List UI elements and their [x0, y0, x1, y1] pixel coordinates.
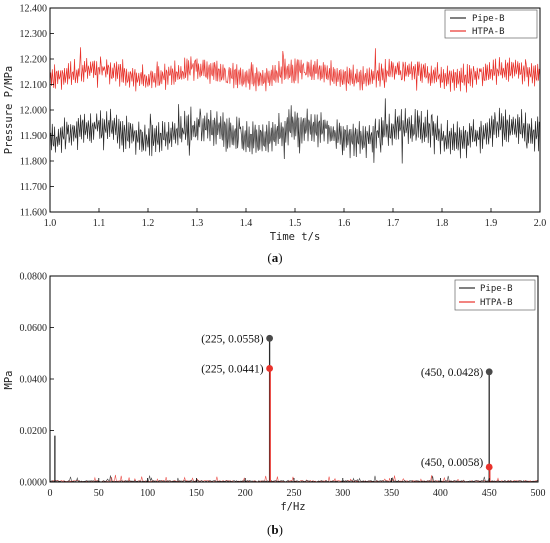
x-tick-label: 50: [94, 488, 104, 499]
y-tick-label: 12.400: [20, 4, 48, 15]
peak-annotation: (450, 0.0428): [421, 367, 483, 379]
y-tick-label: 12.200: [20, 55, 48, 66]
peak-marker: [485, 463, 493, 471]
panel-a-legend: Pipe-B HTPA-B: [444, 9, 538, 39]
y-tick-label: 0.0200: [20, 426, 48, 437]
y-tick-label: 12.100: [20, 80, 48, 91]
panel-a-x-ticks: 1.0 1.1 1.2 1.3 1.4 1.5 1.6 1.7 1.8 1.9 2.0: [44, 208, 547, 229]
panel-a-caption: (a): [267, 250, 282, 265]
x-tick-label: 450: [482, 488, 497, 499]
x-tick-label: 1.6: [338, 218, 351, 229]
panel-b-ylabel: MPa: [3, 371, 15, 390]
x-tick-label: 500: [531, 488, 546, 499]
x-tick-label: 1.8: [436, 218, 449, 229]
panel-a-frame: [49, 7, 541, 213]
x-tick-label: 350: [384, 488, 399, 499]
x-tick-label: 200: [238, 488, 253, 499]
y-tick-label: 0.0000: [20, 478, 48, 489]
legend-label-pipe-b-b: Pipe-B: [480, 284, 513, 294]
peak-marker: [266, 334, 273, 342]
x-tick-label: 0: [48, 488, 53, 499]
panel-a-xlabel: Time t/s: [270, 231, 321, 243]
x-tick-label: 1.0: [44, 218, 57, 229]
x-tick-label: 300: [335, 488, 350, 499]
legend-label-htpa-b: HTPA-B: [472, 27, 505, 37]
x-tick-label: 100: [140, 488, 155, 499]
panel-b-caption: (b): [267, 522, 283, 537]
panel-b-y-ticks: 0.0000 0.0200 0.0400 0.0600 0.0800: [20, 272, 54, 489]
peak-marker: [266, 365, 273, 372]
peak-marker: [485, 368, 493, 376]
peak-annotation: (450, 0.0058): [421, 457, 483, 469]
y-tick-label: 11.900: [20, 131, 47, 142]
x-tick-label: 250: [287, 488, 302, 499]
y-tick-label: 11.600: [20, 208, 47, 219]
x-tick-label: 1.7: [387, 218, 400, 229]
series-line-pipe-b: [49, 98, 541, 164]
x-tick-label: 1.2: [142, 218, 155, 229]
panel-b-annotations: (225, 0.0558) (225, 0.0441) (450, 0.0428) (…: [201, 333, 483, 469]
panel-b-xlabel: f/Hz: [280, 501, 305, 513]
panel-b-stems: [54, 334, 493, 482]
x-tick-label: 1.9: [485, 218, 498, 229]
peak-annotation: (225, 0.0441): [201, 363, 263, 375]
peak-annotation: (225, 0.0558): [201, 333, 263, 345]
x-tick-label: 1.5: [289, 218, 302, 229]
panel-a: 1.0 1.1 1.2 1.3 1.4 1.5 1.6 1.7 1.8 1.9 2.0 11.600…: [3, 4, 546, 266]
panel-a-black-series: [49, 98, 541, 164]
y-tick-label: 11.700: [20, 182, 47, 193]
y-tick-label: 0.0600: [20, 323, 48, 334]
y-tick-label: 12.300: [20, 29, 48, 40]
panel-a-y-ticks: 11.600 11.700 11.800 11.900 12.000 12.100 12.2…: [20, 4, 54, 219]
y-tick-label: 11.800: [20, 157, 47, 168]
x-tick-label: 1.4: [240, 218, 253, 229]
x-tick-label: 150: [189, 488, 204, 499]
panel-a-ylabel: Pressure P/MPa: [3, 66, 15, 155]
legend-label-htpa-b-b: HTPA-B: [480, 298, 513, 308]
y-tick-label: 0.0400: [20, 375, 48, 386]
y-tick-label: 0.0800: [20, 272, 48, 283]
panel-a-red-series: [49, 47, 541, 93]
series-line-htpa-b: [49, 47, 541, 93]
panel-b-legend-box: [454, 279, 536, 311]
panel-b: 0 50 100 150 200 250 300 350 400 450 500 0.00000.0…: [3, 272, 546, 538]
x-tick-label: 1.1: [93, 218, 106, 229]
panel-b-legend: Pipe-B HTPA-B: [454, 279, 536, 311]
y-tick-label: 12.000: [20, 106, 48, 117]
legend-label-pipe-b: Pipe-B: [472, 14, 505, 24]
x-tick-label: 400: [433, 488, 448, 499]
x-tick-label: 1.3: [191, 218, 204, 229]
panel-a-legend-box: [444, 9, 538, 39]
panel-b-x-ticks: 0 50 100 150 200 250 300 350 400 450 500: [48, 478, 546, 499]
x-tick-label: 2.0: [534, 218, 547, 229]
